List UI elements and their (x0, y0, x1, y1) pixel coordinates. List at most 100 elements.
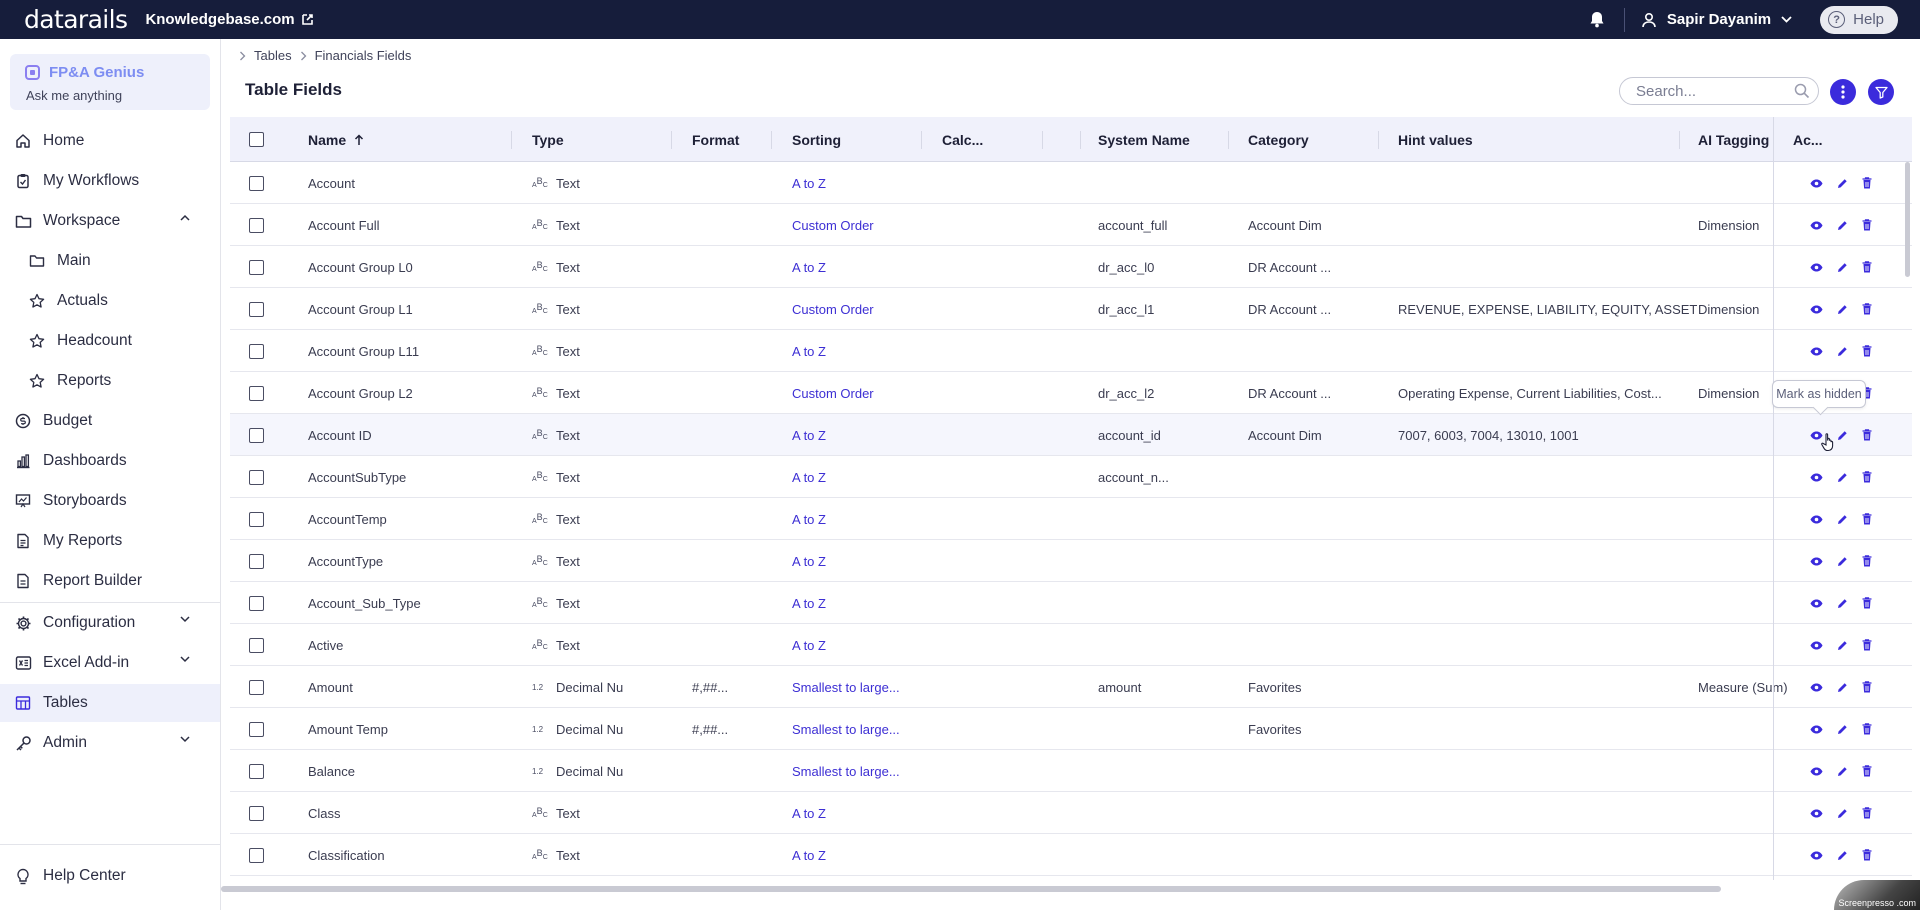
trash-icon[interactable] (1860, 302, 1874, 316)
trash-icon[interactable] (1860, 806, 1874, 820)
trash-icon[interactable] (1860, 596, 1874, 610)
column-header-name[interactable]: Name (308, 117, 364, 162)
sidebar-item-home[interactable]: Home (0, 122, 220, 160)
column-divider[interactable] (1679, 131, 1680, 149)
sidebar-item-workspace[interactable]: Workspace (0, 202, 220, 240)
table-row[interactable]: AccountTemp A B C Text A to Z (230, 498, 1912, 540)
table-row[interactable]: Account Full A B C Text Custom Order account_f… (230, 204, 1912, 246)
column-divider[interactable] (1080, 131, 1081, 149)
pencil-icon[interactable] (1835, 554, 1849, 568)
horizontal-scrollbar[interactable] (221, 886, 1721, 892)
cell-sorting[interactable]: A to Z (792, 834, 826, 876)
trash-icon[interactable] (1860, 470, 1874, 484)
sidebar-item-budget[interactable]: Budget (0, 402, 220, 440)
sidebar-item-dashboards[interactable]: Dashboards (0, 442, 220, 480)
sidebar-item-main[interactable]: Main (0, 242, 220, 280)
chevron-down-icon[interactable] (180, 736, 190, 743)
table-row[interactable]: Account Group L0 A B C Text A to Z dr_acc_l0 DR… (230, 246, 1912, 288)
cell-sorting[interactable]: Custom Order (792, 372, 874, 414)
table-row[interactable]: Amount 1.2 Decimal Nu #,##... Smallest to la… (230, 666, 1912, 708)
sidebar-item-actuals[interactable]: Actuals (0, 282, 220, 320)
eye-icon[interactable] (1809, 344, 1823, 358)
column-divider[interactable] (1042, 131, 1043, 149)
pencil-icon[interactable] (1835, 428, 1849, 442)
datarails-logo[interactable]: datarails (24, 5, 128, 34)
row-checkbox[interactable] (249, 343, 264, 359)
org-switcher[interactable]: Knowledgebase.com (145, 11, 313, 28)
column-divider[interactable] (511, 131, 512, 149)
chevron-up-icon[interactable] (180, 214, 190, 221)
cell-sorting[interactable]: Smallest to large... (792, 750, 900, 792)
cell-sorting[interactable]: A to Z (792, 540, 826, 582)
trash-icon[interactable] (1860, 176, 1874, 190)
trash-icon[interactable] (1860, 848, 1874, 862)
sidebar-item-admin[interactable]: Admin (0, 724, 220, 762)
table-row[interactable]: AccountType A B C Text A to Z (230, 540, 1912, 582)
sidebar-item-my-reports[interactable]: My Reports (0, 522, 220, 560)
row-checkbox[interactable] (249, 805, 264, 821)
eye-icon[interactable] (1809, 554, 1823, 568)
pencil-icon[interactable] (1835, 512, 1849, 526)
table-row[interactable]: Amount Temp 1.2 Decimal Nu #,##... Smallest … (230, 708, 1912, 750)
column-divider[interactable] (671, 131, 672, 149)
table-row[interactable]: Class A B C Text A to Z (230, 792, 1912, 834)
table-row[interactable]: Classification A B C Text A to Z (230, 834, 1912, 876)
column-header-hint-values[interactable]: Hint values (1398, 131, 1473, 148)
table-row[interactable]: Account Group L11 A B C Text A to Z (230, 330, 1912, 372)
bell-icon[interactable] (1586, 9, 1608, 31)
row-checkbox[interactable] (249, 469, 264, 485)
eye-icon[interactable] (1809, 470, 1823, 484)
user-menu[interactable]: Sapir Dayanim (1641, 11, 1792, 28)
table-row[interactable]: AccountSubType A B C Text A to Z account_n... (230, 456, 1912, 498)
cell-sorting[interactable]: Smallest to large... (792, 708, 900, 750)
eye-icon[interactable] (1809, 848, 1823, 862)
eye-icon[interactable] (1809, 302, 1823, 316)
row-checkbox[interactable] (249, 385, 264, 401)
row-checkbox[interactable] (249, 847, 264, 863)
sidebar-item-headcount[interactable]: Headcount (0, 322, 220, 360)
table-row[interactable]: Account_Sub_Type A B C Text A to Z (230, 582, 1912, 624)
column-divider[interactable] (771, 131, 772, 149)
trash-icon[interactable] (1860, 638, 1874, 652)
sidebar-item-report-builder[interactable]: Report Builder (0, 562, 220, 600)
pencil-icon[interactable] (1835, 302, 1849, 316)
row-checkbox[interactable] (249, 259, 264, 275)
eye-icon[interactable] (1809, 680, 1823, 694)
cell-sorting[interactable]: Custom Order (792, 204, 874, 246)
trash-icon[interactable] (1860, 218, 1874, 232)
sidebar-item-reports[interactable]: Reports (0, 362, 220, 400)
sidebar-item-excel-add-in[interactable]: Excel Add-in (0, 644, 220, 682)
cell-sorting[interactable]: A to Z (792, 414, 826, 456)
chevron-down-icon[interactable] (180, 616, 190, 623)
row-checkbox[interactable] (249, 763, 264, 779)
column-header-category[interactable]: Category (1248, 131, 1309, 148)
trash-icon[interactable] (1860, 554, 1874, 568)
sidebar-item-storyboards[interactable]: Storyboards (0, 482, 220, 520)
column-divider[interactable] (1378, 131, 1379, 149)
row-checkbox[interactable] (249, 217, 264, 233)
eye-icon[interactable] (1809, 428, 1823, 442)
eye-icon[interactable] (1809, 638, 1823, 652)
search-input[interactable] (1636, 82, 1786, 100)
eye-icon[interactable] (1809, 806, 1823, 820)
cell-sorting[interactable]: Custom Order (792, 288, 874, 330)
column-header-type[interactable]: Type (532, 131, 564, 148)
column-header-format[interactable]: Format (692, 131, 740, 148)
trash-icon[interactable] (1860, 722, 1874, 736)
column-header-system-name[interactable]: System Name (1098, 131, 1190, 148)
cell-sorting[interactable]: A to Z (792, 624, 826, 666)
trash-icon[interactable] (1860, 344, 1874, 358)
cell-sorting[interactable]: A to Z (792, 792, 826, 834)
trash-icon[interactable] (1860, 764, 1874, 778)
table-row[interactable]: Account Group L1 A B C Text Custom Order dr_ac… (230, 288, 1912, 330)
pencil-icon[interactable] (1835, 764, 1849, 778)
column-divider[interactable] (1228, 131, 1229, 149)
eye-icon[interactable] (1809, 722, 1823, 736)
pencil-icon[interactable] (1835, 722, 1849, 736)
row-checkbox[interactable] (249, 721, 264, 737)
pencil-icon[interactable] (1835, 344, 1849, 358)
breadcrumb-tables[interactable]: Tables (254, 48, 292, 63)
row-checkbox[interactable] (249, 427, 264, 443)
help-center-link[interactable]: Help Center (0, 857, 220, 895)
row-checkbox[interactable] (249, 301, 264, 317)
